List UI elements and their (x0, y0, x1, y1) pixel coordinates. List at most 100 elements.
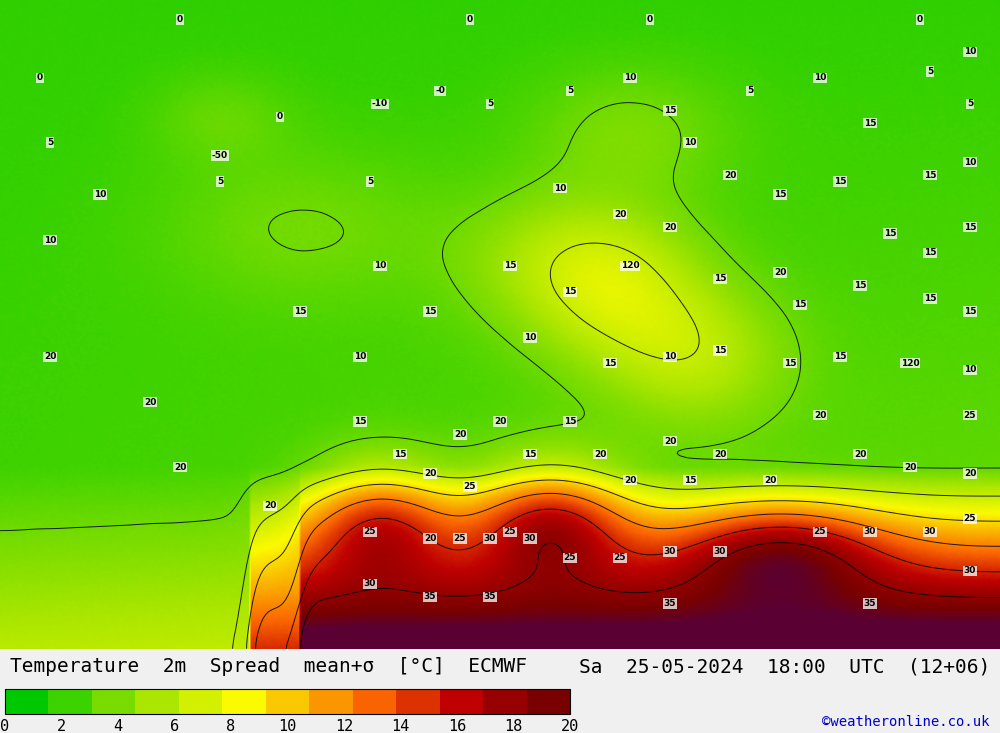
Text: 30: 30 (964, 567, 976, 575)
Text: 15: 15 (884, 229, 896, 238)
Text: 10: 10 (964, 365, 976, 375)
Text: -50: -50 (212, 151, 228, 161)
Text: 30: 30 (664, 547, 676, 556)
Text: 0: 0 (277, 112, 283, 121)
Bar (92, 689, 136, 715)
Text: 4: 4 (113, 718, 123, 733)
Text: 25: 25 (814, 528, 826, 537)
Text: 15: 15 (294, 307, 306, 316)
Bar (135, 689, 180, 715)
Text: 20: 20 (724, 171, 736, 180)
Text: 30: 30 (364, 579, 376, 589)
Text: 15: 15 (864, 119, 876, 128)
Text: 30: 30 (924, 528, 936, 537)
Text: 25: 25 (464, 482, 476, 491)
Text: 10: 10 (524, 333, 536, 342)
Text: 15: 15 (924, 294, 936, 303)
Text: 30: 30 (484, 534, 496, 543)
Text: 15: 15 (714, 274, 726, 284)
Text: 10: 10 (354, 353, 366, 361)
Text: 15: 15 (834, 353, 846, 361)
Text: 15: 15 (784, 358, 796, 368)
Bar (5, 689, 49, 715)
Text: 14: 14 (391, 718, 410, 733)
Text: 10: 10 (94, 190, 106, 199)
Text: 15: 15 (964, 307, 976, 316)
Bar (222, 689, 267, 715)
Text: Temperature  2m  Spread  mean+σ  [°C]  ECMWF: Temperature 2m Spread mean+σ [°C] ECMWF (10, 657, 527, 676)
Text: 20: 20 (774, 268, 786, 277)
Bar (309, 689, 354, 715)
Text: 20: 20 (264, 501, 276, 510)
Text: 10: 10 (624, 73, 636, 82)
Text: 120: 120 (901, 358, 919, 368)
Text: 15: 15 (794, 301, 806, 309)
Text: 15: 15 (524, 449, 536, 459)
Text: 20: 20 (454, 430, 466, 439)
Text: 15: 15 (354, 417, 366, 426)
Text: 35: 35 (664, 599, 676, 608)
Text: 30: 30 (714, 547, 726, 556)
Text: 25: 25 (964, 410, 976, 420)
Text: 10: 10 (664, 353, 676, 361)
Text: 2: 2 (57, 718, 66, 733)
Text: -10: -10 (372, 99, 388, 108)
Text: 20: 20 (964, 469, 976, 478)
Text: ©weatheronline.co.uk: ©weatheronline.co.uk (822, 715, 990, 729)
Text: 10: 10 (814, 73, 826, 82)
Text: 20: 20 (561, 718, 579, 733)
Text: 10: 10 (554, 184, 566, 193)
Text: 15: 15 (394, 449, 406, 459)
Text: 20: 20 (424, 469, 436, 478)
Text: 18: 18 (504, 718, 523, 733)
Bar (527, 689, 571, 715)
Text: 15: 15 (564, 287, 576, 296)
Text: 35: 35 (424, 592, 436, 601)
Text: 15: 15 (924, 171, 936, 180)
Text: 10: 10 (964, 158, 976, 166)
Text: 20: 20 (624, 476, 636, 485)
Text: 20: 20 (594, 449, 606, 459)
Text: 20: 20 (904, 463, 916, 471)
Text: 10: 10 (278, 718, 297, 733)
Bar (179, 689, 223, 715)
Text: 25: 25 (614, 553, 626, 562)
Text: 20: 20 (174, 463, 186, 471)
Text: 25: 25 (964, 515, 976, 523)
Bar (396, 689, 441, 715)
Text: 15: 15 (604, 358, 616, 368)
Text: -0: -0 (435, 86, 445, 95)
Text: 6: 6 (170, 718, 179, 733)
Text: 20: 20 (144, 398, 156, 407)
Text: 0: 0 (0, 718, 10, 733)
Text: 15: 15 (424, 307, 436, 316)
Text: 25: 25 (364, 528, 376, 537)
Text: 5: 5 (47, 139, 53, 147)
Text: 20: 20 (664, 223, 676, 232)
Text: 16: 16 (448, 718, 466, 733)
Text: 20: 20 (494, 417, 506, 426)
Text: 20: 20 (664, 437, 676, 446)
Text: 10: 10 (374, 262, 386, 270)
Text: 25: 25 (504, 528, 516, 537)
Text: 10: 10 (684, 139, 696, 147)
Text: 15: 15 (774, 190, 786, 199)
Text: 35: 35 (484, 592, 496, 601)
Text: 5: 5 (367, 177, 373, 186)
Text: 5: 5 (927, 67, 933, 75)
Text: 120: 120 (621, 262, 639, 270)
Text: 15: 15 (714, 346, 726, 355)
Text: 0: 0 (917, 15, 923, 24)
Text: 5: 5 (967, 99, 973, 108)
Text: 15: 15 (924, 248, 936, 257)
Text: 20: 20 (44, 353, 56, 361)
Text: 10: 10 (44, 235, 56, 245)
Text: 0: 0 (177, 15, 183, 24)
Text: 25: 25 (454, 534, 466, 543)
Text: 8: 8 (226, 718, 236, 733)
Text: 15: 15 (854, 281, 866, 290)
Text: 20: 20 (764, 476, 776, 485)
Text: 20: 20 (714, 449, 726, 459)
Text: 5: 5 (567, 86, 573, 95)
Text: 0: 0 (647, 15, 653, 24)
